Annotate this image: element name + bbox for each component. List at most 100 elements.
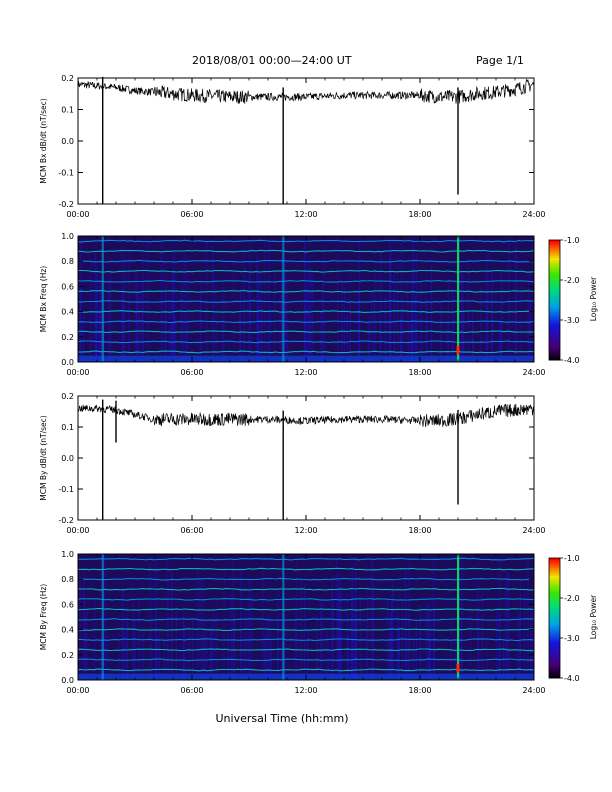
colorbar-segment xyxy=(549,604,560,607)
texture-column xyxy=(431,265,433,362)
texture-column xyxy=(339,615,341,680)
colorbar-segment xyxy=(549,328,560,331)
texture-column xyxy=(223,563,225,680)
texture-column xyxy=(508,573,510,680)
texture-column xyxy=(245,605,247,680)
texture-column xyxy=(498,613,500,680)
x-tick-label: 12:00 xyxy=(294,526,317,535)
texture-column xyxy=(243,641,245,680)
texture-column xyxy=(485,269,487,362)
texture-column xyxy=(206,635,208,680)
colorbar-segment xyxy=(549,358,560,361)
colorbar-segment xyxy=(549,618,560,621)
y-tick-label: 0.4 xyxy=(61,626,74,635)
texture-column xyxy=(173,251,175,362)
colorbar-segment xyxy=(549,302,560,305)
texture-column xyxy=(86,606,88,680)
x-tick-label: 00:00 xyxy=(66,686,89,695)
texture-column xyxy=(505,576,507,680)
texture-column xyxy=(506,572,508,680)
colorbar-segment xyxy=(549,658,560,661)
colorbar-segment xyxy=(549,636,560,639)
texture-column xyxy=(243,247,245,362)
colorbar-segment xyxy=(549,278,560,281)
texture-column xyxy=(304,319,306,362)
texture-column xyxy=(517,614,519,680)
texture-column xyxy=(322,283,324,362)
colorbar-segment xyxy=(549,354,560,357)
colorbar-segment xyxy=(549,670,560,673)
texture-column xyxy=(175,610,177,680)
colorbar-segment xyxy=(549,598,560,601)
texture-column xyxy=(491,288,493,362)
texture-column xyxy=(173,268,175,362)
texture-column xyxy=(331,584,333,680)
x-tick-label: 00:00 xyxy=(66,526,89,535)
texture-column xyxy=(122,286,124,362)
y-axis-label: MCM By Freq (Hz) xyxy=(39,584,48,650)
date-range-title: 2018/08/01 00:00—24:00 UT xyxy=(192,54,352,67)
y-axis-label: MCM Bx Freq (Hz) xyxy=(39,266,48,332)
texture-column xyxy=(124,631,126,680)
panel-2: 00:00 06:00 12:00 18:00 24:00 1.0 0.8 0.6 0.4 0.2… xyxy=(39,232,598,377)
texture-column xyxy=(413,637,415,680)
texture-column xyxy=(233,248,235,362)
x-tick-label: 00:00 xyxy=(66,368,89,377)
texture-column xyxy=(239,290,242,362)
texture-column xyxy=(519,612,521,680)
colorbar-segment xyxy=(549,660,560,663)
x-tick-label: 18:00 xyxy=(408,368,431,377)
texture-column xyxy=(230,593,232,680)
bright-column xyxy=(101,236,104,362)
texture-column xyxy=(277,588,279,680)
texture-column xyxy=(265,634,267,680)
colorbar-segment xyxy=(549,356,560,359)
texture-column xyxy=(408,562,410,680)
texture-column xyxy=(233,611,235,680)
colorbar-segment xyxy=(549,322,560,325)
x-tick-label: 12:00 xyxy=(294,368,317,377)
texture-column xyxy=(122,303,125,362)
texture-column xyxy=(240,570,242,680)
texture-column xyxy=(397,604,399,680)
colorbar-segment xyxy=(549,654,560,657)
colorbar-segment xyxy=(549,614,560,617)
texture-column xyxy=(338,610,340,680)
colorbar-segment xyxy=(549,596,560,599)
colorbar-segment xyxy=(549,284,560,287)
y-tick-label: 0.0 xyxy=(61,676,74,685)
colorbar-segment xyxy=(549,348,560,351)
texture-column xyxy=(168,292,170,362)
colorbar-segment xyxy=(549,248,560,251)
texture-column xyxy=(480,287,482,362)
texture-column xyxy=(384,294,386,362)
texture-column xyxy=(323,246,325,362)
colorbar-tick-label: -3.0 xyxy=(564,316,580,325)
texture-column xyxy=(515,244,517,362)
texture-column xyxy=(343,287,345,362)
colorbar-segment xyxy=(549,264,560,267)
texture-column xyxy=(150,622,152,680)
colorbar: -1.0 -2.0 -3.0 -4.0 Log₁₀ Power xyxy=(548,236,598,365)
texture-column xyxy=(135,272,137,362)
texture-column xyxy=(410,324,413,362)
texture-column xyxy=(500,272,503,362)
colorbar-segment xyxy=(549,346,560,349)
bright-column xyxy=(101,554,104,680)
colorbar-segment xyxy=(549,256,560,259)
colorbar-segment xyxy=(549,646,560,649)
texture-column xyxy=(367,588,369,680)
texture-column xyxy=(79,568,81,680)
texture-column xyxy=(447,324,449,362)
texture-column xyxy=(530,607,532,680)
texture-column xyxy=(405,638,407,680)
texture-column xyxy=(499,561,501,680)
texture-column xyxy=(397,626,399,680)
texture-column xyxy=(371,290,373,362)
texture-column xyxy=(94,250,97,362)
texture-column xyxy=(311,272,314,362)
texture-column xyxy=(326,631,328,680)
x-tick-label: 06:00 xyxy=(180,526,203,535)
panel-1: 00:00 06:00 12:00 18:00 24:00 0.2 0.1 0.0 -0.1 -0… xyxy=(39,74,546,219)
texture-column xyxy=(391,594,393,680)
